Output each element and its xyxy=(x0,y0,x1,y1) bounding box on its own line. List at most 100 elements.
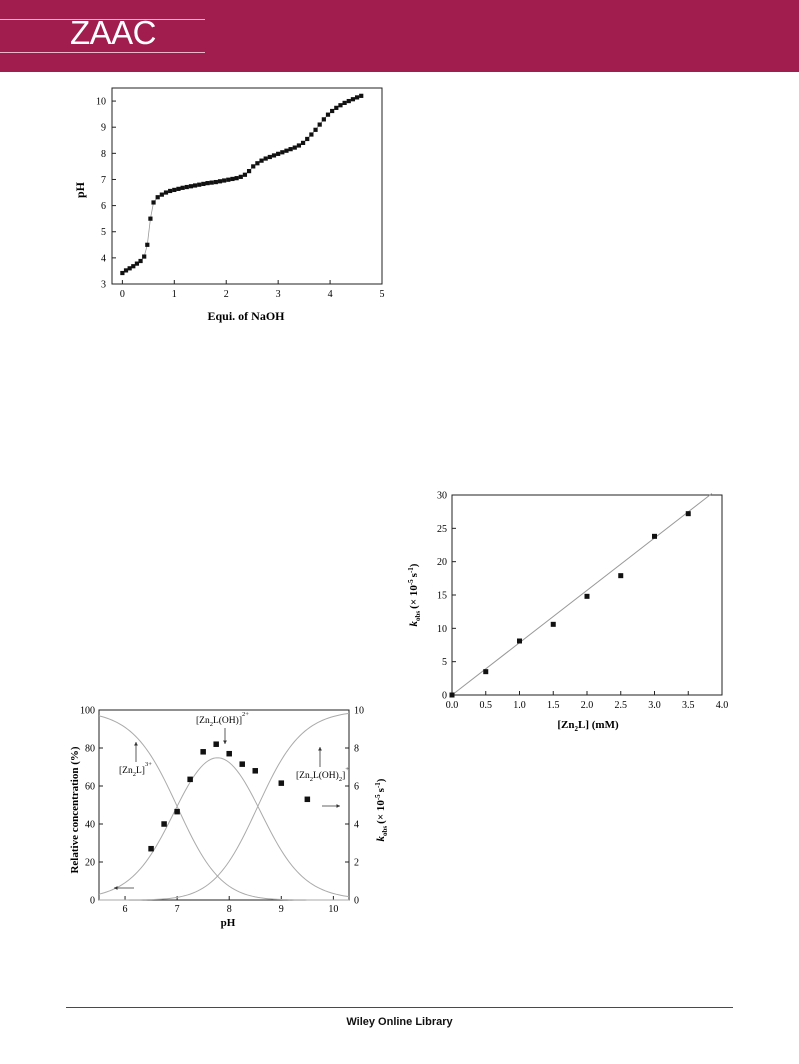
fit-line xyxy=(451,493,713,696)
y-tick-label: 5 xyxy=(442,657,447,668)
data-point xyxy=(134,261,140,266)
y-tick-label: 6 xyxy=(101,201,106,212)
x-tick-label: 2 xyxy=(224,289,229,300)
x-tick-label: 1 xyxy=(172,289,177,300)
x-tick-label: 7 xyxy=(175,904,180,915)
data-point xyxy=(131,264,136,269)
data-point xyxy=(263,156,268,161)
y-tick-label: 60 xyxy=(85,782,95,793)
kobs-point xyxy=(304,796,311,803)
plot-frame xyxy=(111,87,383,285)
data-point xyxy=(120,270,125,276)
kobs-point xyxy=(148,845,154,852)
x-tick-label: 2.5 xyxy=(615,700,628,711)
y-tick-label: 4 xyxy=(101,253,106,264)
kobs-concentration-chart: 0.0 0.5 1.0 1.5 2.0 2.5 3.0 3.5 4.0051015202530 … xyxy=(407,491,729,734)
data-point xyxy=(267,154,272,160)
kobs-point xyxy=(226,750,232,757)
kobs-point xyxy=(252,768,258,774)
x-tick-label: 1.5 xyxy=(547,700,560,711)
data-point xyxy=(449,692,455,698)
x-tick-label: 5 xyxy=(380,289,385,300)
y-tick-label: 30 xyxy=(437,491,447,502)
y-axis-label: Relative concentration (%) xyxy=(69,746,81,873)
data-point xyxy=(159,192,164,197)
speciation-chart: 6 7 8 9 100204060801000246810[Zn2L]3+[Zn2L(O… xyxy=(69,706,389,930)
data-point xyxy=(176,186,181,191)
x-tick-label: 8 xyxy=(227,904,232,915)
data-point xyxy=(151,200,156,205)
data-point xyxy=(685,511,691,517)
y-tick-label: 100 xyxy=(80,706,95,717)
data-point xyxy=(517,638,522,644)
data-point xyxy=(342,100,347,105)
y-tick-label: 8 xyxy=(101,149,106,160)
data-point xyxy=(483,669,489,675)
x-tick-label: 3.0 xyxy=(648,700,661,711)
data-point xyxy=(168,188,173,194)
y-tick-label: 20 xyxy=(437,557,447,568)
data-point xyxy=(197,182,202,187)
left-axis-arrow-head xyxy=(114,886,118,890)
data-point xyxy=(145,242,150,247)
x-axis-label: pH xyxy=(221,917,236,929)
y-tick-label: 10 xyxy=(437,624,447,635)
y-tick-label: 3 xyxy=(101,280,106,291)
right-axis-arrow-head xyxy=(336,804,340,808)
data-point xyxy=(209,180,214,185)
data-point xyxy=(127,266,132,271)
arrow-zn2loh-head xyxy=(223,740,227,744)
data-point xyxy=(280,150,285,155)
data-point xyxy=(350,97,356,102)
titration-curve xyxy=(122,95,362,274)
data-point xyxy=(652,533,657,539)
x-tick-label: 4.0 xyxy=(716,700,729,711)
footer-publisher: Wiley Online Library xyxy=(346,1016,453,1028)
data-point xyxy=(123,268,129,273)
data-point xyxy=(155,195,160,200)
y2-tick-label: 4 xyxy=(354,820,359,831)
x-tick-label: 3 xyxy=(276,289,281,300)
journal-header-bar: ZAAC xyxy=(0,0,799,72)
data-point xyxy=(584,593,590,599)
data-point xyxy=(251,164,256,169)
data-point xyxy=(550,621,556,627)
header-rule-top xyxy=(0,19,205,20)
data-point xyxy=(300,140,306,145)
y2-tick-label: 8 xyxy=(354,744,359,755)
x-axis-label: Equi. of NaOH xyxy=(207,309,285,323)
y-axis-label: pH xyxy=(73,181,87,198)
x-tick-label: 3.5 xyxy=(682,700,695,711)
y-tick-label: 25 xyxy=(437,524,447,535)
data-point xyxy=(142,254,147,259)
plot-frame xyxy=(98,709,350,901)
data-point xyxy=(296,143,302,148)
data-point xyxy=(284,148,289,153)
data-point xyxy=(309,132,314,137)
data-point xyxy=(222,178,227,183)
x-tick-label: 0.5 xyxy=(480,700,493,711)
data-point xyxy=(226,177,231,182)
kobs-point xyxy=(239,761,245,767)
y-tick-label: 0 xyxy=(442,691,447,702)
data-point xyxy=(618,573,624,579)
x-tick-label: 2.0 xyxy=(581,700,594,711)
species-curve xyxy=(98,712,350,901)
x-tick-label: 0.0 xyxy=(446,700,459,711)
x-tick-label: 10 xyxy=(328,904,338,915)
x-tick-label: 9 xyxy=(279,904,284,915)
y-axis-label: kobs(× 10-5s-1) xyxy=(407,563,422,626)
journal-logo: ZAAC xyxy=(70,14,157,51)
y2-tick-label: 2 xyxy=(354,858,359,869)
y-tick-label: 5 xyxy=(101,227,106,238)
y2-axis-label: kobs(× 10-5s-1) xyxy=(374,778,389,841)
footer-rule xyxy=(66,1007,733,1008)
x-tick-label: 1.0 xyxy=(513,700,526,711)
y-tick-label: 7 xyxy=(101,175,106,186)
data-point xyxy=(246,169,252,174)
data-point xyxy=(163,190,169,195)
y2-tick-label: 0 xyxy=(354,896,359,907)
data-point xyxy=(217,179,223,184)
x-tick-label: 6 xyxy=(123,904,128,915)
data-point xyxy=(325,112,331,117)
